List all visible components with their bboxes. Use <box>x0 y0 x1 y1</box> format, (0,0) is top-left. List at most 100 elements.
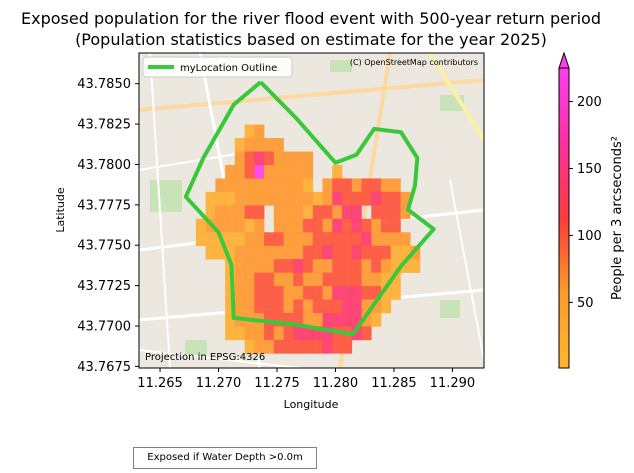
population-cell <box>371 205 382 220</box>
population-cell <box>254 205 265 220</box>
population-cell <box>322 232 333 247</box>
population-cell <box>244 299 255 314</box>
population-cell <box>254 124 265 139</box>
population-cell <box>351 313 362 327</box>
population-cell <box>361 313 372 327</box>
population-cell <box>381 272 392 287</box>
population-cell <box>342 232 353 247</box>
population-cell <box>351 259 362 273</box>
population-cell <box>244 339 255 354</box>
population-cell <box>361 191 372 206</box>
population-cell <box>390 178 401 193</box>
population-cell <box>351 286 362 300</box>
population-cell <box>244 232 255 247</box>
population-cell <box>244 138 255 152</box>
population-cell <box>400 205 411 220</box>
population-cell <box>254 232 265 247</box>
population-cell <box>381 245 392 260</box>
population-cell <box>361 259 372 273</box>
population-cell <box>400 232 411 247</box>
population-cell <box>303 164 314 179</box>
population-cell <box>244 164 255 179</box>
colorbar: 50 100 150 200 People per 3 arcseconds² <box>558 51 625 369</box>
population-cell <box>205 205 216 220</box>
population-cell <box>351 191 362 206</box>
population-cell <box>225 164 236 179</box>
population-cell <box>273 286 284 300</box>
y-tick-label: 43.7675 <box>77 360 131 375</box>
population-cell <box>244 245 255 260</box>
y-tick-label: 43.7725 <box>77 279 131 294</box>
population-cell <box>293 218 304 233</box>
population-cell <box>312 272 323 287</box>
population-cell <box>381 191 392 206</box>
population-cell <box>342 313 353 327</box>
population-cell <box>273 191 284 206</box>
population-cell <box>351 205 362 220</box>
population-cell <box>293 339 304 354</box>
population-cell <box>225 326 236 341</box>
axes-frame <box>138 52 485 369</box>
population-cell <box>303 272 314 287</box>
population-cell <box>283 205 294 220</box>
x-axis-label: Longitude <box>284 398 339 411</box>
water-depth-note: Exposed if Water Depth >0.0m <box>133 447 317 469</box>
population-cell <box>254 272 265 287</box>
population-cell <box>400 191 411 206</box>
population-cell <box>371 191 382 206</box>
population-cell <box>215 191 226 206</box>
population-cell <box>283 299 294 314</box>
population-cell <box>371 259 382 273</box>
population-cell <box>390 259 401 273</box>
population-cell <box>293 164 304 179</box>
population-cell <box>244 191 255 206</box>
population-cell <box>244 286 255 300</box>
population-cell <box>225 205 236 220</box>
population-cell <box>342 286 353 300</box>
population-cell <box>264 232 275 247</box>
population-cell <box>303 205 314 220</box>
population-cell <box>381 178 392 193</box>
population-cell <box>361 272 372 287</box>
population-heatmap <box>195 124 421 354</box>
population-cell <box>371 299 382 314</box>
population-cell <box>273 299 284 314</box>
y-axis-ticks: 43.7675 43.7700 43.7725 43.7750 43.7775 43.78… <box>77 77 139 375</box>
population-cell <box>283 339 294 354</box>
population-cell <box>361 299 372 314</box>
population-cell <box>293 259 304 273</box>
population-cell <box>342 205 353 220</box>
population-cell <box>342 272 353 287</box>
population-cell <box>264 164 275 179</box>
population-cell <box>371 218 382 233</box>
population-cell <box>322 286 333 300</box>
population-cell <box>361 326 372 341</box>
legend: myLocation Outline <box>142 56 293 78</box>
population-cell <box>234 178 245 193</box>
population-cell <box>361 245 372 260</box>
population-cell <box>381 232 392 247</box>
y-tick-label: 43.7750 <box>77 239 131 254</box>
population-cell <box>351 272 362 287</box>
population-cell <box>293 326 304 341</box>
y-tick-label: 43.7700 <box>77 320 131 335</box>
population-cell <box>264 259 275 273</box>
population-cell <box>312 326 323 341</box>
population-cell <box>361 286 372 300</box>
population-cell <box>293 313 304 327</box>
population-cell <box>264 138 275 152</box>
population-cell <box>342 299 353 314</box>
population-cell <box>371 272 382 287</box>
x-tick-label: 11.265 <box>137 376 183 391</box>
population-cell <box>283 164 294 179</box>
colorbar-extend-arrow <box>558 51 570 69</box>
population-cell <box>390 272 401 287</box>
population-cell <box>215 205 226 220</box>
population-cell <box>264 339 275 354</box>
population-cell <box>351 178 362 193</box>
population-cell <box>234 272 245 287</box>
population-cell <box>351 299 362 314</box>
population-cell <box>244 151 255 166</box>
population-cell <box>215 178 226 193</box>
population-cell <box>322 326 333 341</box>
